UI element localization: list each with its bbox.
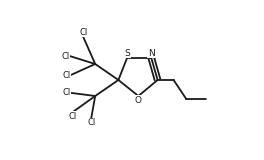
Text: Cl: Cl: [61, 52, 70, 60]
Text: Cl: Cl: [79, 28, 87, 37]
Text: O: O: [135, 96, 142, 105]
Text: S: S: [124, 49, 130, 58]
Text: Cl: Cl: [62, 71, 70, 80]
Text: Cl: Cl: [62, 88, 70, 97]
Text: Cl: Cl: [69, 112, 77, 121]
Text: N: N: [148, 49, 155, 58]
Text: Cl: Cl: [87, 118, 95, 127]
